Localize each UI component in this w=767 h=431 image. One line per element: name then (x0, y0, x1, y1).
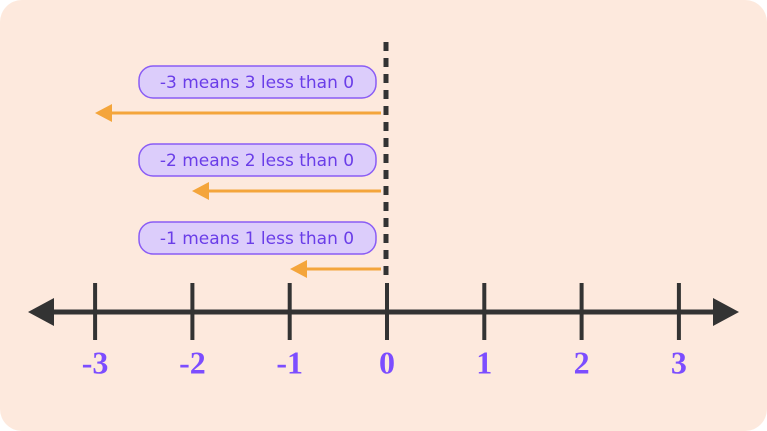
number-line-arrow-right (713, 298, 739, 326)
arrow-head (290, 260, 307, 278)
tick-label: 0 (379, 344, 395, 380)
annotation-text: -1 means 1 less than 0 (160, 229, 354, 249)
arrows (95, 104, 381, 278)
tick-label: -1 (276, 344, 303, 380)
annotations: -3 means 3 less than 0 -2 means 2 less t… (138, 65, 377, 255)
annotation-pill (138, 65, 377, 99)
arrow-head (192, 182, 209, 200)
tick-label: 3 (671, 344, 687, 380)
tick-label: -2 (179, 344, 206, 380)
tick-label: 2 (574, 344, 590, 380)
annotation-pill (138, 143, 377, 177)
arrow-head (95, 104, 112, 122)
annotation-text: -2 means 2 less than 0 (160, 151, 354, 171)
annotation-pill (138, 221, 377, 255)
tick-label: 1 (476, 344, 492, 380)
tick-label: -3 (82, 344, 109, 380)
annotation-text: -3 means 3 less than 0 (160, 73, 354, 93)
number-line-arrow-left (28, 298, 54, 326)
